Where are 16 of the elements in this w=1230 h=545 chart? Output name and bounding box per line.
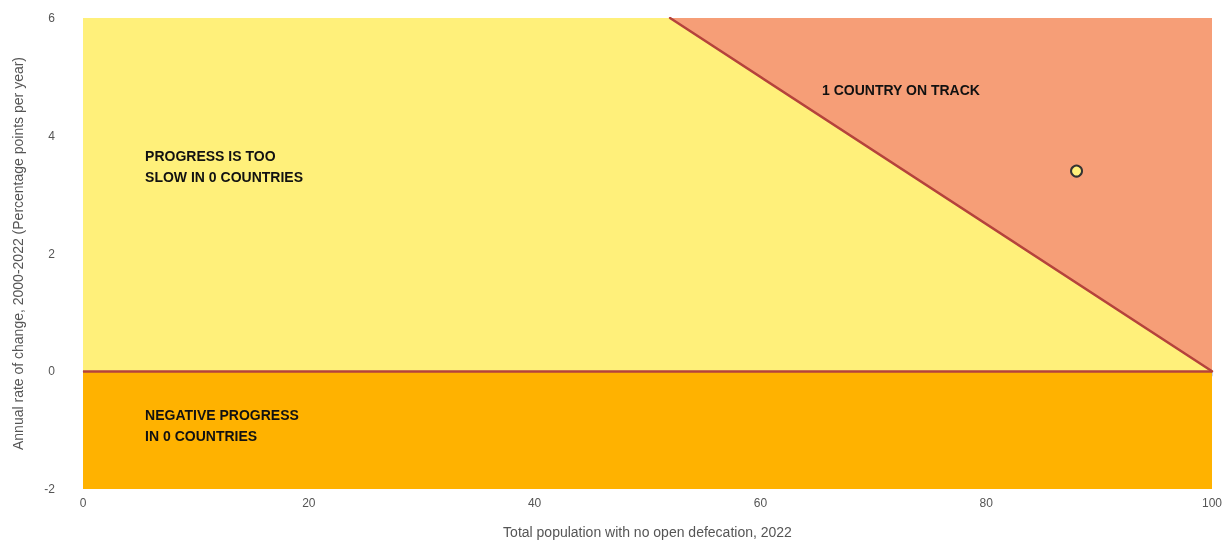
y-tick-label: 6 (48, 11, 56, 25)
y-tick-label: 2 (48, 246, 56, 261)
y-axis-title: Annual rate of change, 2000-2022 (Percentage points per year) (10, 56, 26, 451)
x-tick-label: 100 (1201, 496, 1223, 510)
y-tick-label: 0 (48, 364, 56, 379)
x-tick-label: 20 (302, 496, 316, 510)
x-axis-title: Total population with no open defecation, 2022 (503, 524, 793, 540)
x-tick-label: 0 (79, 496, 87, 510)
y-tick-label: -2 (44, 482, 56, 496)
x-tick-label: 60 (753, 496, 768, 510)
y-tick-label: 4 (48, 128, 56, 143)
x-tick-label: 40 (527, 496, 542, 510)
band-label: PROGRESS IS TOO SLOW IN 0 COUNTRIES (145, 147, 303, 185)
annotation: 1 COUNTRY ON TRACK (822, 82, 980, 98)
band-label: NEGATIVE PROGRESS IN 0 COUNTRIES (145, 406, 299, 444)
x-tick-label: 80 (979, 496, 994, 510)
